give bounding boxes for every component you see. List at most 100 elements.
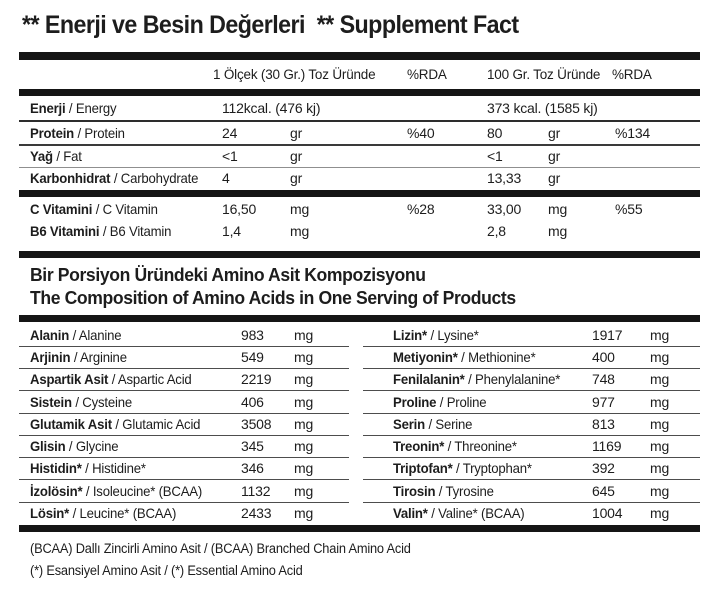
column-header-rda-serving: %RDA [407, 67, 447, 82]
vitamin-row-b6: B6 Vitamini / B6 Vitamin 1,4 mg 2,8 mg [19, 220, 700, 242]
row-unit-100g: mg [548, 201, 568, 217]
amino-row: Serin / Serine 813 mg [363, 414, 700, 436]
nutrition-row-fat: Yağ / Fat <1 gr <1 gr [19, 146, 700, 168]
row-unit-100g: gr [548, 170, 561, 186]
row-label: B6 Vitamini / B6 Vitamin [30, 223, 172, 239]
amino-row: Lizin* / Lysine* 1917 mg [363, 325, 700, 347]
amino-row: Sistein / Cysteine 406 mg [19, 392, 349, 414]
nutrition-row-energy: Enerji / Energy 112kcal. (476 kj) 373 kc… [19, 97, 700, 122]
row-unit: mg [650, 416, 670, 432]
row-value-serving: 1,4 [222, 223, 241, 239]
divider-bar [19, 89, 700, 96]
row-label: Aspartik Asit / Aspartic Acid [30, 371, 192, 387]
row-unit: mg [294, 349, 314, 365]
row-label: Triptofan* / Tryptophan* [393, 460, 532, 476]
vitamin-row-c: C Vitamini / C Vitamin 16,50 mg %28 33,0… [19, 198, 700, 220]
row-unit-serving: gr [290, 148, 303, 164]
row-label: Lizin* / Lysine* [393, 327, 479, 343]
amino-row: İzolösin* / Isoleucine* (BCAA) 1132 mg [19, 481, 349, 503]
row-label: Proline / Proline [393, 394, 487, 410]
row-value-serving: 4 [222, 170, 230, 186]
divider-bar [19, 190, 700, 197]
row-value: 983 [241, 327, 264, 343]
row-unit-100g: gr [548, 125, 561, 141]
row-value-100g: 33,00 [487, 201, 522, 217]
row-unit-100g: gr [548, 148, 561, 164]
row-label: C Vitamini / C Vitamin [30, 201, 158, 217]
row-value: 3508 [241, 416, 272, 432]
footnote-bcaa: (BCAA) Dallı Zincirli Amino Asit / (BCAA… [30, 541, 411, 556]
amino-row: Proline / Proline 977 mg [363, 392, 700, 414]
amino-row: Triptofan* / Tryptophan* 392 mg [363, 458, 700, 480]
amino-row: Aspartik Asit / Aspartic Acid 2219 mg [19, 369, 349, 391]
row-label: Tirosin / Tyrosine [393, 483, 494, 499]
row-unit: mg [650, 349, 670, 365]
amino-row: Arjinin / Arginine 549 mg [19, 347, 349, 369]
divider-bar [19, 315, 700, 322]
amino-row: Fenilalanin* / Phenylalanine* 748 mg [363, 369, 700, 391]
row-value-serving: 24 [222, 125, 238, 141]
row-value-100g: 80 [487, 125, 503, 141]
footnote-essential: (*) Esansiyel Amino Asit / (*) Essential… [30, 563, 303, 578]
row-value-serving: 16,50 [222, 201, 257, 217]
nutrition-row-carbohydrate: Karbonhidrat / Carbohydrate 4 gr 13,33 g… [19, 167, 700, 189]
row-value: 1004 [592, 505, 623, 521]
row-value: 549 [241, 349, 264, 365]
row-label: Treonin* / Threonine* [393, 438, 517, 454]
row-value-serving: 112kcal. (476 kj) [222, 100, 321, 116]
row-unit: mg [294, 327, 314, 343]
row-value: 2433 [241, 505, 272, 521]
row-label: Protein / Protein [30, 125, 125, 141]
row-label: Histidin* / Histidine* [30, 460, 146, 476]
row-value-100g: 13,33 [487, 170, 522, 186]
row-label: Enerji / Energy [30, 100, 117, 116]
amino-row: Histidin* / Histidine* 346 mg [19, 458, 349, 480]
amino-row: Glisin / Glycine 345 mg [19, 436, 349, 458]
row-value: 392 [592, 460, 615, 476]
row-value: 748 [592, 371, 615, 387]
row-label: Arjinin / Arginine [30, 349, 127, 365]
row-rda-100g: %134 [615, 125, 651, 141]
row-value-100g: 2,8 [487, 223, 506, 239]
amino-section-title-en: The Composition of Amino Acids in One Se… [30, 287, 516, 308]
row-unit: mg [650, 394, 670, 410]
column-header-rda-100g: %RDA [612, 67, 652, 82]
row-rda-serving: %28 [407, 201, 435, 217]
row-value: 977 [592, 394, 615, 410]
row-unit: mg [650, 460, 670, 476]
row-unit: mg [650, 371, 670, 387]
amino-row: Glutamik Asit / Glutamic Acid 3508 mg [19, 414, 349, 436]
row-unit: mg [294, 438, 314, 454]
divider-bar [19, 251, 700, 258]
row-value-100g: 373 kcal. (1585 kj) [487, 100, 598, 116]
row-label: Serin / Serine [393, 416, 473, 432]
row-value: 400 [592, 349, 615, 365]
row-unit: mg [650, 505, 670, 521]
row-value: 406 [241, 394, 264, 410]
row-unit: mg [294, 394, 314, 410]
divider-bar [19, 525, 700, 532]
row-label: Glutamik Asit / Glutamic Acid [30, 416, 201, 432]
row-label: Lösin* / Leucine* (BCAA) [30, 505, 177, 521]
row-label: Yağ / Fat [30, 148, 82, 164]
row-unit-serving: mg [290, 201, 310, 217]
row-value: 346 [241, 460, 264, 476]
row-value: 645 [592, 483, 615, 499]
row-rda-100g: %55 [615, 201, 643, 217]
row-label: Valin* / Valine* (BCAA) [393, 505, 525, 521]
column-header-100g: 100 Gr. Toz Üründe [487, 67, 601, 82]
amino-row: Alanin / Alanine 983 mg [19, 325, 349, 347]
row-value-100g: <1 [487, 148, 503, 164]
amino-row: Valin* / Valine* (BCAA) 1004 mg [363, 503, 700, 524]
row-unit: mg [650, 327, 670, 343]
row-rda-serving: %40 [407, 125, 435, 141]
divider-bar [19, 52, 700, 60]
row-label: İzolösin* / Isoleucine* (BCAA) [30, 483, 203, 499]
nutrition-row-protein: Protein / Protein 24 gr %40 80 gr %134 [19, 122, 700, 146]
row-unit-100g: mg [548, 223, 568, 239]
row-label: Alanin / Alanine [30, 327, 122, 343]
amino-row: Metiyonin* / Methionine* 400 mg [363, 347, 700, 369]
row-unit: mg [294, 483, 314, 499]
panel-title: ** Enerji ve Besin Değerleri ** Suppleme… [22, 11, 519, 39]
